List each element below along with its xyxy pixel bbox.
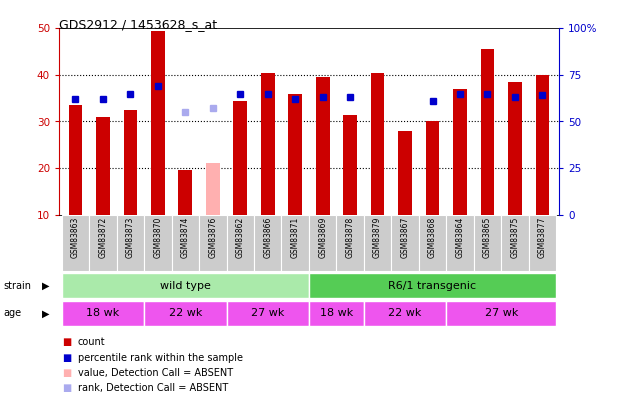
Text: GSM83877: GSM83877 — [538, 216, 547, 258]
Bar — [446, 301, 556, 326]
Text: wild type: wild type — [160, 281, 211, 291]
Bar — [199, 215, 227, 271]
Text: GSM83878: GSM83878 — [346, 216, 355, 258]
Bar — [528, 215, 556, 271]
Bar — [446, 215, 474, 271]
Bar — [281, 215, 309, 271]
Text: GSM83869: GSM83869 — [318, 216, 327, 258]
Text: GSM83873: GSM83873 — [126, 216, 135, 258]
Text: GSM83875: GSM83875 — [510, 216, 519, 258]
Bar — [501, 215, 528, 271]
Text: GSM83879: GSM83879 — [373, 216, 382, 258]
Bar — [61, 215, 89, 271]
Text: 22 wk: 22 wk — [169, 308, 202, 318]
Bar — [316, 77, 330, 215]
Bar — [233, 100, 247, 215]
Bar — [391, 215, 419, 271]
Text: 18 wk: 18 wk — [320, 308, 353, 318]
Text: GSM83876: GSM83876 — [208, 216, 217, 258]
Text: strain: strain — [3, 281, 31, 291]
Text: GSM83872: GSM83872 — [99, 216, 107, 258]
Bar — [151, 31, 165, 215]
Bar — [337, 215, 364, 271]
Text: GSM83864: GSM83864 — [456, 216, 465, 258]
Text: GSM83868: GSM83868 — [428, 216, 437, 258]
Text: ▶: ▶ — [42, 281, 50, 291]
Bar — [419, 215, 446, 271]
Bar — [364, 215, 391, 271]
Text: GSM83863: GSM83863 — [71, 216, 80, 258]
Bar — [261, 72, 274, 215]
Bar — [254, 215, 281, 271]
Text: ▶: ▶ — [42, 308, 50, 318]
Text: 18 wk: 18 wk — [86, 308, 120, 318]
Bar — [227, 301, 309, 326]
Bar — [96, 117, 110, 215]
Text: GDS2912 / 1453628_s_at: GDS2912 / 1453628_s_at — [59, 18, 217, 31]
Text: GSM83867: GSM83867 — [401, 216, 410, 258]
Text: ■: ■ — [62, 337, 71, 347]
Bar — [309, 273, 556, 298]
Bar — [288, 94, 302, 215]
Text: count: count — [78, 337, 105, 347]
Text: ■: ■ — [62, 384, 71, 393]
Bar — [398, 131, 412, 215]
Bar — [309, 215, 337, 271]
Bar — [144, 301, 227, 326]
Text: R6/1 transgenic: R6/1 transgenic — [389, 281, 476, 291]
Bar — [117, 215, 144, 271]
Bar — [171, 215, 199, 271]
Text: 27 wk: 27 wk — [251, 308, 284, 318]
Bar — [61, 273, 309, 298]
Bar — [124, 110, 137, 215]
Bar — [309, 301, 364, 326]
Bar — [144, 215, 171, 271]
Text: 27 wk: 27 wk — [484, 308, 518, 318]
Bar — [227, 215, 254, 271]
Bar — [535, 75, 550, 215]
Text: 22 wk: 22 wk — [388, 308, 422, 318]
Text: GSM83870: GSM83870 — [153, 216, 162, 258]
Text: ■: ■ — [62, 368, 71, 378]
Bar — [178, 171, 193, 215]
Bar — [61, 301, 144, 326]
Text: ■: ■ — [62, 353, 71, 362]
Text: GSM83866: GSM83866 — [263, 216, 272, 258]
Bar — [206, 163, 220, 215]
Text: percentile rank within the sample: percentile rank within the sample — [78, 353, 243, 362]
Text: rank, Detection Call = ABSENT: rank, Detection Call = ABSENT — [78, 384, 228, 393]
Bar — [89, 215, 117, 271]
Text: GSM83862: GSM83862 — [236, 216, 245, 258]
Text: age: age — [3, 308, 21, 318]
Bar — [481, 49, 494, 215]
Bar — [343, 115, 357, 215]
Text: GSM83874: GSM83874 — [181, 216, 190, 258]
Text: GSM83865: GSM83865 — [483, 216, 492, 258]
Bar — [508, 82, 522, 215]
Bar — [364, 301, 446, 326]
Bar — [68, 105, 83, 215]
Text: GSM83871: GSM83871 — [291, 216, 300, 258]
Bar — [453, 89, 467, 215]
Bar — [371, 72, 384, 215]
Bar — [474, 215, 501, 271]
Bar — [425, 122, 440, 215]
Text: value, Detection Call = ABSENT: value, Detection Call = ABSENT — [78, 368, 233, 378]
